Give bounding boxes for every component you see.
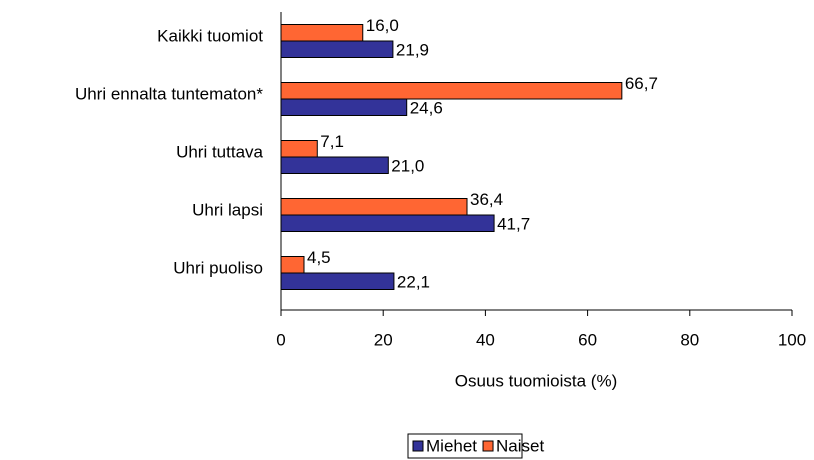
x-tick-label: 0 bbox=[276, 330, 285, 349]
value-label: 41,7 bbox=[497, 215, 530, 234]
legend-label: Naiset bbox=[496, 436, 544, 455]
bar bbox=[280, 24, 364, 42]
legend-label: Miehet bbox=[426, 436, 477, 455]
x-tick-label: 40 bbox=[476, 330, 495, 349]
bar bbox=[280, 140, 318, 158]
value-label: 16,0 bbox=[366, 16, 399, 35]
y-tick-label: Uhri puoliso bbox=[173, 258, 263, 277]
x-tick-label: 80 bbox=[680, 330, 699, 349]
bar bbox=[280, 40, 394, 58]
bar bbox=[280, 98, 408, 116]
value-label: 21,9 bbox=[396, 41, 429, 60]
y-tick-label: Kaikki tuomiot bbox=[157, 26, 263, 45]
x-tick-label: 100 bbox=[778, 330, 806, 349]
value-label: 21,0 bbox=[391, 157, 424, 176]
x-tick-label: 60 bbox=[578, 330, 597, 349]
x-axis-label: Osuus tuomioista (%) bbox=[455, 371, 618, 390]
y-tick-label: Uhri lapsi bbox=[192, 200, 263, 219]
value-label: 7,1 bbox=[320, 132, 344, 151]
bar bbox=[280, 256, 305, 274]
value-label: 36,4 bbox=[470, 190, 503, 209]
bar bbox=[280, 156, 389, 174]
y-tick-label: Uhri ennalta tuntematon* bbox=[75, 84, 263, 103]
bar bbox=[280, 272, 395, 290]
x-tick-label: 20 bbox=[374, 330, 393, 349]
legend-swatch bbox=[482, 440, 494, 452]
value-label: 24,6 bbox=[410, 99, 443, 118]
y-tick-label: Uhri tuttava bbox=[176, 142, 263, 161]
bar bbox=[280, 198, 468, 216]
value-label: 66,7 bbox=[625, 74, 658, 93]
legend-box bbox=[407, 433, 523, 459]
bar bbox=[280, 214, 495, 232]
bar bbox=[280, 82, 623, 100]
value-label: 22,1 bbox=[397, 273, 430, 292]
value-label: 4,5 bbox=[307, 248, 331, 267]
legend-swatch bbox=[412, 440, 424, 452]
